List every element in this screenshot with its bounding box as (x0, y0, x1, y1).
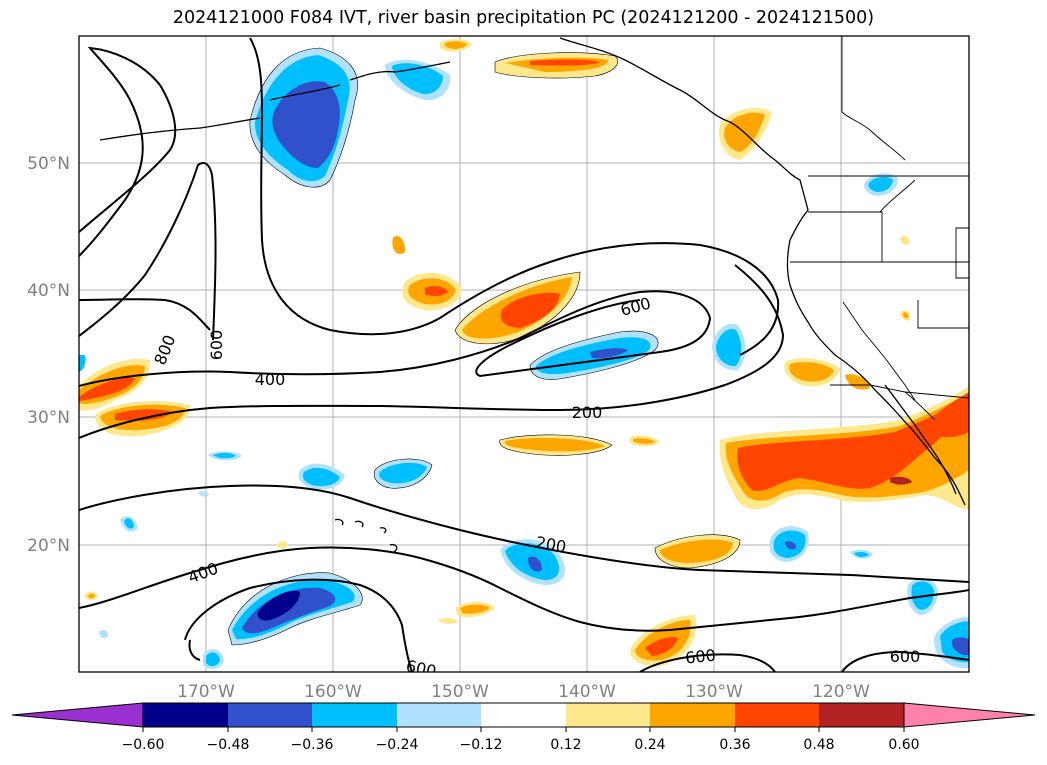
coastlines (99, 37, 966, 553)
colorbar-frame (142, 702, 905, 728)
colorbar-tick-label: 0.36 (719, 737, 750, 753)
contour-200-south (79, 484, 969, 583)
contour-label-600-d: 600 (684, 645, 716, 667)
lat-label-20: 20°N (27, 536, 70, 556)
lon-label-140w: 140°W (558, 682, 616, 702)
colorbar: −0.60 −0.48 −0.36 −0.24 −0.12 0.12 0.24 … (11, 702, 1036, 753)
contour-600-south (184, 578, 413, 672)
colorbar-segment-6 (566, 703, 650, 727)
contour-400 (79, 290, 712, 387)
colorbar-tick-label: −0.12 (460, 737, 503, 753)
colorbar-tick-label: 0.60 (888, 737, 919, 753)
colorbar-tick-label: 0.48 (803, 737, 834, 753)
area-neg-left (79, 355, 86, 372)
colorbar-extend-min (11, 702, 144, 728)
colorbar-segment-7 (650, 703, 735, 727)
alaska-coast (559, 37, 809, 241)
colorbar-tick-label: −0.24 (376, 737, 419, 753)
contour-labels: 800 600 400 600 200 200 400 600 600 600 (150, 294, 921, 681)
contour-600-south-east (639, 653, 776, 672)
contour-label-600-a: 600 (207, 330, 226, 361)
colorbar-segment-3 (312, 703, 397, 727)
gridlines (79, 36, 969, 672)
colorbar-extend-max (903, 702, 1036, 728)
contour-600-outer (79, 298, 211, 331)
lon-label-170w: 170°W (177, 682, 235, 702)
plot-title: 2024121000 F084 IVT, river basin precipi… (172, 8, 875, 28)
lon-label-150w: 150°W (431, 682, 489, 702)
positive-areas (79, 39, 969, 666)
lat-label-50: 50°N (27, 154, 70, 174)
contour-400-south (79, 546, 969, 632)
contour-600-mid (249, 37, 780, 356)
map-area: 800 600 400 600 200 200 400 600 600 600 (79, 36, 969, 681)
colorbar-tick-label: −0.60 (122, 737, 165, 753)
us-west-coast (786, 239, 966, 506)
colorbar-segment-9 (819, 703, 904, 727)
colorbar-segment-2 (228, 703, 312, 727)
contour-600-se (841, 650, 969, 672)
contour-200 (79, 264, 785, 439)
colorbar-ticks (142, 727, 905, 732)
contour-label-600-e: 600 (890, 647, 921, 666)
lon-label-120w: 120°W (812, 682, 870, 702)
contour-label-600-c: 600 (404, 656, 438, 681)
map-frame (78, 35, 970, 673)
colorbar-tick-label: 0.12 (550, 737, 581, 753)
contour-600-north (79, 46, 177, 257)
colorbar-segment-8 (735, 703, 819, 727)
colorbar-segment-1 (143, 703, 228, 727)
colorbar-segment-4 (397, 703, 481, 727)
contour-label-400-a: 400 (255, 370, 286, 389)
latitude-labels: 50°N 40°N 30°N 20°N (27, 154, 70, 556)
lat-label-40: 40°N (27, 281, 70, 301)
ivt-contours (79, 37, 969, 672)
colorbar-tick-label: −0.48 (207, 737, 250, 753)
lon-label-130w: 130°W (685, 682, 743, 702)
contour-800 (79, 162, 217, 341)
colorbar-segment-5 (481, 703, 566, 727)
longitude-labels: 170°W 160°W 150°W 140°W 130°W 120°W (177, 682, 870, 702)
colorbar-tick-label: −0.36 (291, 737, 334, 753)
contour-label-200-a: 200 (572, 403, 603, 422)
colorbar-tick-label: 0.24 (634, 737, 665, 753)
lon-label-160w: 160°W (304, 682, 362, 702)
borders (790, 36, 969, 421)
lat-label-30: 30°N (27, 408, 70, 428)
